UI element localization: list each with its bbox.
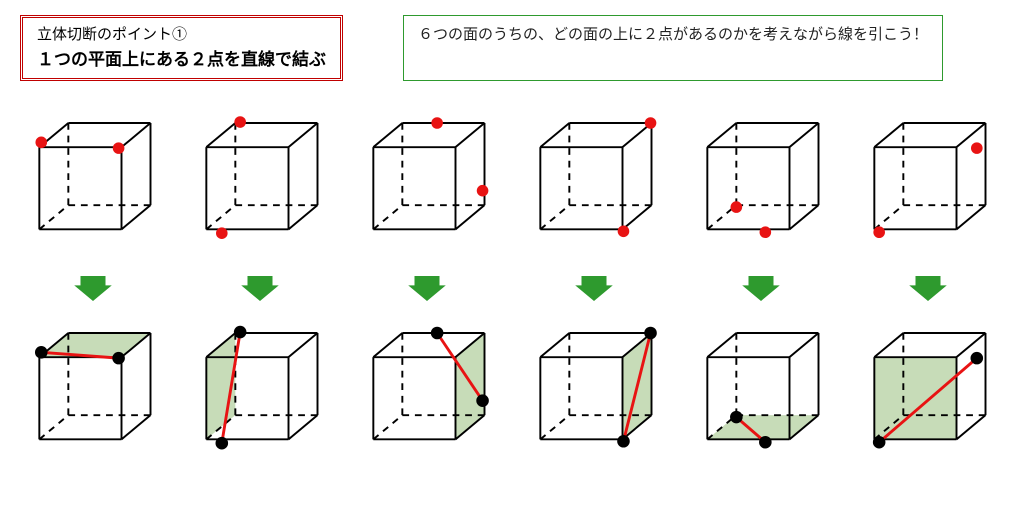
cube-top <box>20 106 165 261</box>
example-column <box>354 106 499 471</box>
header-row: 立体切断のポイント① １つの平面上にある２点を直線で結ぶ ６つの面のうちの、どの… <box>20 15 1000 81</box>
cube-top <box>187 106 332 261</box>
down-arrow-icon <box>407 271 447 306</box>
title-line2: １つの平面上にある２点を直線で結ぶ <box>37 47 326 73</box>
cube-bottom <box>187 316 332 471</box>
cube-bottom <box>521 316 666 471</box>
cube-top <box>354 106 499 261</box>
cube-grid <box>20 106 1000 471</box>
example-column <box>521 106 666 471</box>
cube-bottom <box>688 316 833 471</box>
cube-bottom <box>354 316 499 471</box>
down-arrow-icon <box>908 271 948 306</box>
example-column <box>688 106 833 471</box>
title-box: 立体切断のポイント① １つの平面上にある２点を直線で結ぶ <box>20 15 343 81</box>
hint-box: ６つの面のうちの、どの面の上に２点があるのかを考えながら線を引こう！ <box>403 15 943 81</box>
example-column <box>855 106 1000 471</box>
down-arrow-icon <box>73 271 113 306</box>
down-arrow-icon <box>240 271 280 306</box>
down-arrow-icon <box>574 271 614 306</box>
cube-bottom <box>20 316 165 471</box>
title-line1: 立体切断のポイント① <box>37 24 326 47</box>
cube-top <box>521 106 666 261</box>
example-column <box>20 106 165 471</box>
example-column <box>187 106 332 471</box>
down-arrow-icon <box>741 271 781 306</box>
cube-top <box>855 106 1000 261</box>
cube-top <box>688 106 833 261</box>
cube-bottom <box>855 316 1000 471</box>
